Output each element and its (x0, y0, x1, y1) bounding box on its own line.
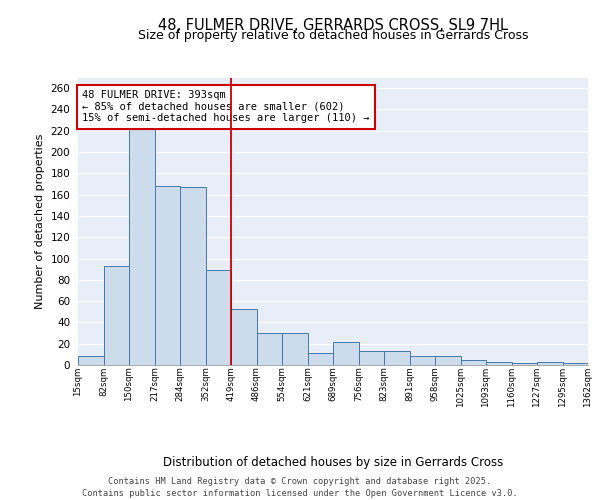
Text: 48 FULMER DRIVE: 393sqm
← 85% of detached houses are smaller (602)
15% of semi-d: 48 FULMER DRIVE: 393sqm ← 85% of detache… (82, 90, 370, 124)
Text: 48, FULMER DRIVE, GERRARDS CROSS, SL9 7HL: 48, FULMER DRIVE, GERRARDS CROSS, SL9 7H… (158, 18, 508, 32)
Bar (461, 360, 486, 365)
Bar (104, 266, 129, 365)
Bar (205, 270, 231, 365)
Bar (308, 354, 333, 365)
Text: Size of property relative to detached houses in Gerrards Cross: Size of property relative to detached ho… (138, 29, 528, 42)
Bar (78, 356, 104, 365)
Bar (333, 342, 359, 365)
Bar (384, 351, 409, 365)
Bar (129, 126, 155, 365)
Bar (282, 333, 308, 365)
Bar (231, 308, 257, 365)
Bar (537, 362, 563, 365)
Y-axis label: Number of detached properties: Number of detached properties (35, 134, 45, 309)
Bar (180, 187, 205, 365)
Bar (563, 363, 588, 365)
Text: Contains HM Land Registry data © Crown copyright and database right 2025.
Contai: Contains HM Land Registry data © Crown c… (82, 476, 518, 498)
Bar (155, 186, 180, 365)
Text: Distribution of detached houses by size in Gerrards Cross: Distribution of detached houses by size … (163, 456, 503, 469)
Bar (359, 351, 384, 365)
Bar (435, 356, 461, 365)
Bar (409, 356, 435, 365)
Bar (257, 333, 282, 365)
Bar (511, 363, 537, 365)
Bar (486, 362, 511, 365)
